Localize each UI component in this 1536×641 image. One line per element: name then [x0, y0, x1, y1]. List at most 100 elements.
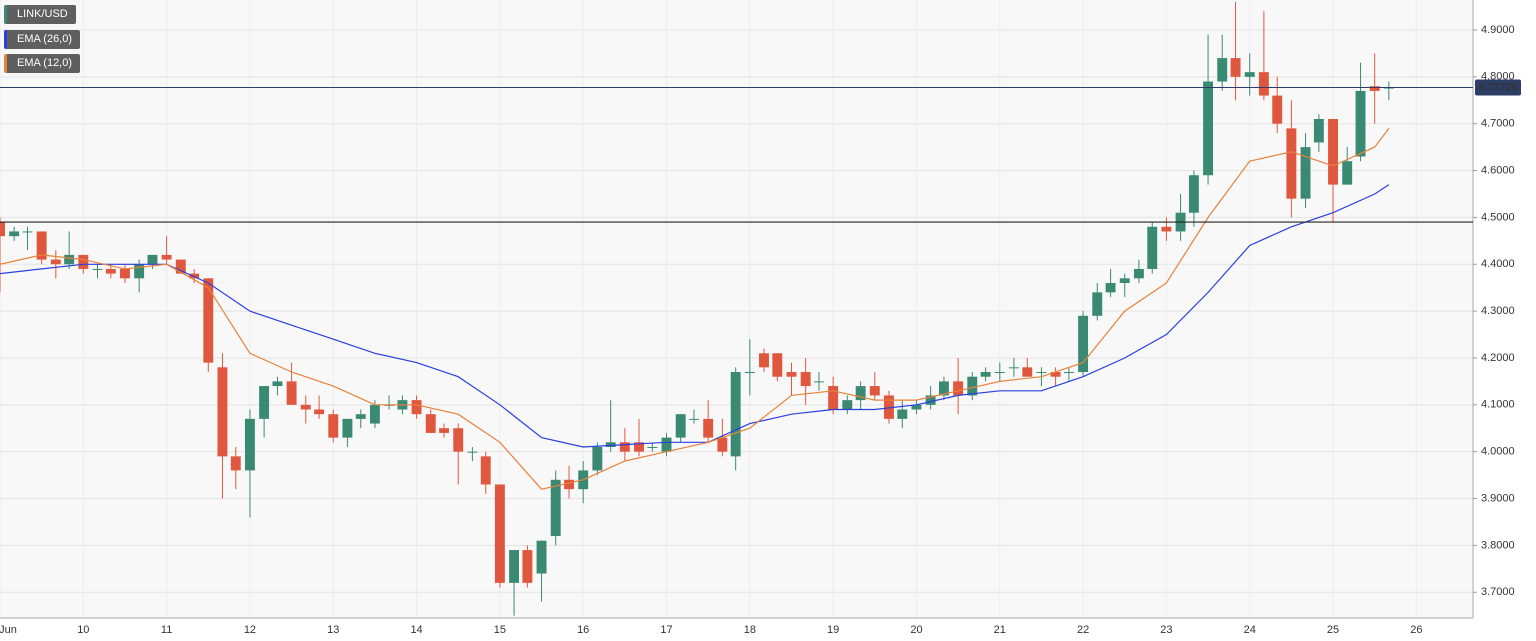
candle-body	[425, 414, 436, 433]
candle-body	[1105, 282, 1116, 293]
candle-body	[9, 231, 20, 237]
x-tick-label: 26	[1410, 624, 1422, 636]
candle-body	[1217, 58, 1228, 82]
x-tick-label: 13	[327, 624, 339, 636]
y-tick-label: 3.8000	[1481, 539, 1515, 551]
ema-line	[0, 128, 1390, 490]
candle-body	[1203, 81, 1214, 176]
candle-body	[1119, 278, 1130, 283]
candle-body	[564, 479, 574, 490]
candle-body	[689, 418, 699, 420]
candle-body	[134, 264, 145, 279]
candle-body	[1230, 58, 1241, 77]
candle-body	[92, 268, 103, 270]
candle-body	[217, 367, 228, 457]
candle-body	[300, 404, 311, 410]
x-tick-label: 24	[1244, 624, 1256, 636]
candle-body	[78, 254, 89, 269]
y-tick-label: 4.9000	[1481, 24, 1515, 36]
candle-body	[64, 254, 75, 265]
y-tick-label: 3.7000	[1481, 586, 1515, 598]
candle-body	[272, 381, 283, 387]
y-tick-label: 4.1000	[1481, 399, 1515, 411]
x-tick-label: 14	[410, 624, 422, 636]
x-tick-label: 19	[827, 624, 839, 636]
x-tick-label: Jun	[0, 624, 17, 636]
candle-body	[938, 381, 949, 396]
candle-body	[355, 414, 366, 419]
candle-body	[953, 381, 964, 396]
candle-body	[634, 442, 644, 452]
candle-body	[203, 278, 214, 363]
candle-body	[661, 437, 672, 452]
candle-body	[328, 414, 339, 438]
candle-body	[911, 404, 922, 410]
candle-body	[480, 456, 491, 485]
candle-body	[50, 259, 61, 265]
y-tick-label: 4.7000	[1481, 118, 1515, 130]
candle-body	[744, 372, 755, 374]
x-tick-label: 25	[1327, 624, 1339, 636]
x-tick-label: 15	[494, 624, 506, 636]
candle-body	[967, 376, 978, 396]
candle-body	[342, 418, 353, 438]
candle-body	[592, 446, 603, 471]
candle-body	[772, 353, 783, 377]
candle-body	[855, 386, 866, 401]
legend-entry: EMA (26,0)	[4, 30, 81, 49]
plot-background	[0, 0, 1473, 618]
candle-body	[494, 484, 505, 583]
candle-body	[1383, 87, 1394, 89]
candle-body	[717, 437, 728, 452]
candle-body	[1369, 86, 1380, 91]
candle-body	[1355, 90, 1366, 157]
y-tick-label: 4.2000	[1481, 352, 1515, 364]
candle-body	[828, 386, 839, 410]
candle-body	[1022, 367, 1033, 377]
candle-body	[536, 540, 547, 574]
candle-body	[105, 268, 116, 274]
candle-body	[759, 353, 769, 368]
candle-body	[605, 442, 616, 447]
x-tick-label: 16	[577, 624, 589, 636]
candle-body	[647, 446, 658, 448]
legend-symbol: LINK/USD	[4, 5, 76, 24]
candle-body	[1063, 372, 1074, 374]
candle-body	[36, 231, 47, 260]
candle-body	[314, 409, 325, 415]
x-tick-label: 11	[161, 624, 172, 636]
x-tick-label: 10	[77, 624, 89, 636]
candle-body	[994, 372, 1005, 374]
candle-body	[1036, 372, 1047, 374]
candle-body	[1244, 72, 1255, 77]
candle-body	[522, 550, 533, 583]
candle-body	[884, 395, 894, 419]
candle-body	[730, 372, 741, 457]
candle-body	[230, 456, 241, 471]
y-tick-label: 4.0000	[1481, 446, 1515, 458]
y-tick-label: 4.6000	[1481, 164, 1515, 176]
candle-body	[175, 259, 186, 274]
candle-body	[980, 372, 991, 377]
candle-body	[1313, 119, 1324, 143]
candle-body	[703, 418, 714, 438]
candle-body	[1078, 315, 1089, 373]
candle-body	[1050, 372, 1061, 377]
candle-body	[286, 381, 297, 405]
candle-body	[1300, 147, 1311, 199]
candle-body	[550, 479, 561, 537]
y-tick-label: 4.4000	[1481, 258, 1515, 270]
candle-body	[1092, 292, 1103, 316]
candle-body	[786, 372, 797, 377]
candle-body	[897, 409, 908, 419]
candle-body	[411, 400, 422, 415]
candle-body	[1258, 72, 1269, 96]
x-tick-label: 23	[1160, 624, 1172, 636]
price-tag	[1475, 79, 1521, 96]
y-tick-label: 4.3000	[1481, 305, 1515, 317]
price-label: 4.77726	[1478, 81, 1518, 93]
candle-body	[1328, 119, 1338, 185]
candle-body	[189, 273, 200, 279]
candle-body	[814, 381, 824, 383]
